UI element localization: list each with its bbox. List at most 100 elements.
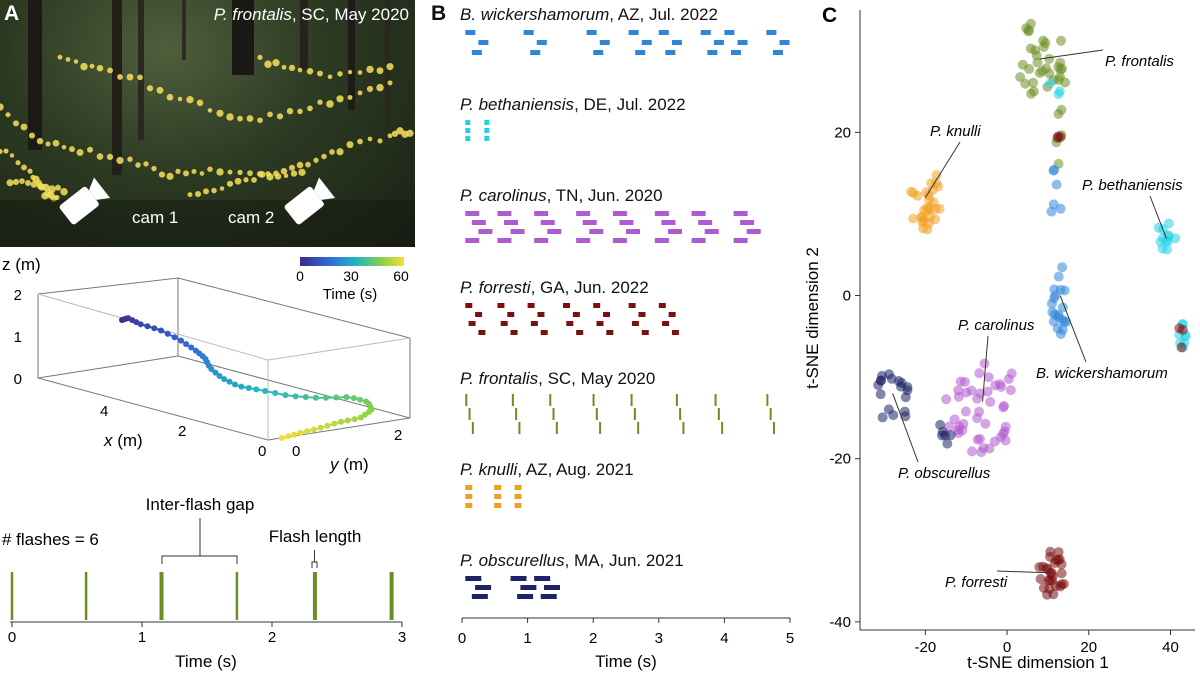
cluster-label: P. bethaniensis (1082, 177, 1183, 194)
tsne-point-forresti (1056, 568, 1067, 579)
firefly-flash (166, 93, 174, 101)
species-name: P. knulli (460, 460, 518, 479)
raster-mark-forresti (478, 330, 486, 335)
raster-mark-carolinus (746, 229, 761, 234)
raster-mark-frontalis (599, 422, 602, 434)
tsne-point-wickershamorum (1049, 309, 1060, 320)
firefly-flash (25, 179, 31, 186)
firefly-flash (19, 178, 25, 184)
firefly-flash (135, 162, 141, 168)
raster-mark-bethaniensis (484, 128, 490, 133)
raster-mark-forresti (628, 303, 636, 308)
raster-mark-forresti (593, 303, 601, 308)
raster-mark-carolinus (698, 220, 713, 225)
firefly-flash (237, 169, 243, 176)
cluster-label: P. forresti (945, 574, 1008, 591)
tsne-point-frontalis (1060, 77, 1071, 88)
firefly-flash (0, 103, 4, 111)
firefly-flash (96, 64, 104, 72)
raster-mark-carolinus (619, 220, 634, 225)
annotation-leader (982, 335, 989, 402)
firefly-flash (391, 130, 399, 137)
firefly-flash (226, 113, 234, 121)
firefly-flash (107, 67, 113, 74)
tsne-point-carolinus (967, 446, 978, 457)
raster-mark-wickershamorum (586, 30, 597, 35)
raster-mark-wickershamorum (599, 40, 610, 45)
y-tick-0: 0 (292, 443, 300, 460)
tsne-point-carolinus (983, 372, 994, 383)
flash-x-label: Time (s) (175, 652, 237, 671)
raster-mark-knulli (465, 503, 473, 508)
firefly-flash (313, 157, 319, 163)
firefly-flash (297, 67, 303, 73)
raster-mark-frontalis (679, 408, 682, 420)
x-tick-4: 4 (100, 403, 108, 420)
tsne-ticks: -20 0 20 40 -40 -20 0 20 (829, 124, 1179, 656)
raster-mark-carolinus (471, 220, 486, 225)
firefly-flash (387, 80, 393, 86)
tsne-point-wickershamorum (1057, 262, 1068, 273)
raster-mark-obscurellus (534, 576, 551, 581)
firefly-flash (367, 136, 373, 142)
raster-mark-forresti (662, 321, 670, 326)
camera-2-icon (284, 177, 336, 225)
firefly-flash (69, 146, 75, 153)
raster-mark-knulli (514, 503, 522, 508)
firefly-flash (329, 149, 335, 155)
raster-mark-wickershamorum (671, 40, 682, 45)
firefly-flash (234, 177, 242, 185)
raster-mark-knulli (465, 485, 473, 490)
raster-mark-carolinus (691, 238, 706, 243)
raster-mark-forresti (606, 330, 614, 335)
firefly-flash (9, 153, 15, 158)
firefly-flash (21, 164, 27, 171)
firefly-flash (366, 85, 374, 93)
firefly-flash (36, 137, 44, 145)
trajectory-plot: z (m) 2 1 0 4 2 0 x (m) 0 2 y (m) 0 30 6… (2, 255, 411, 474)
tsne-point-carolinus (953, 385, 964, 396)
raster-mark-carolinus (547, 229, 562, 234)
raster-mark-forresti (507, 312, 515, 317)
tsne-point-knulli (917, 217, 928, 228)
firefly-flash (336, 148, 344, 156)
raster-mark-frontalis (717, 408, 720, 420)
x-tick-0: 0 (258, 443, 266, 460)
firefly-flash (156, 86, 164, 94)
tsne-point-forresti (1053, 131, 1064, 142)
tsne-point-knulli (923, 190, 934, 201)
firefly-flash (207, 166, 213, 172)
species-label-carolinus: P. carolinus, TN, Jun. 2020 (460, 186, 663, 206)
firefly-flash (158, 171, 166, 178)
firefly-flash (191, 169, 197, 175)
firefly-flash (346, 141, 354, 149)
raster-mark-bethaniensis (465, 128, 471, 133)
raster-mark-bethaniensis (484, 136, 490, 141)
cam-1-label: cam 1 (132, 208, 179, 227)
flash-sequence-plot: # flashes = 6 Inter-flash gap Flash leng… (2, 495, 406, 671)
raster-mark-carolinus (478, 229, 493, 234)
firefly-flash (258, 171, 266, 178)
panel-letter-c: C (822, 4, 837, 27)
tsne-y-tick-label: 20 (834, 124, 851, 141)
tree-trunks (28, 0, 390, 175)
species-label-knulli: P. knulli, AZ, Aug. 2021 (460, 460, 634, 480)
raster-mark-frontalis (675, 394, 678, 406)
firefly-flash (327, 74, 333, 80)
firefly-flash (216, 109, 224, 117)
tsne-point-knulli (908, 213, 919, 224)
firefly-flash (146, 85, 154, 92)
trajectory-point (253, 386, 260, 393)
flash-count-label: # flashes = 6 (2, 530, 99, 549)
firefly-flash (280, 167, 288, 175)
firefly-photo: P. frontalis, SC, May 2020 cam 1 cam 2 (0, 0, 415, 247)
firefly-flash (297, 108, 303, 115)
tsne-point-obscurellus (942, 438, 953, 449)
tsne-point-frontalis (1044, 53, 1055, 64)
flash-tick-label: 2 (268, 629, 276, 646)
raster-mark-frontalis (555, 422, 558, 434)
firefly-flash (337, 71, 343, 77)
species-meta: , AZ, Aug. 2021 (517, 460, 634, 479)
raster-mark-wickershamorum (737, 40, 748, 45)
raster-tick-label: 3 (655, 630, 663, 647)
